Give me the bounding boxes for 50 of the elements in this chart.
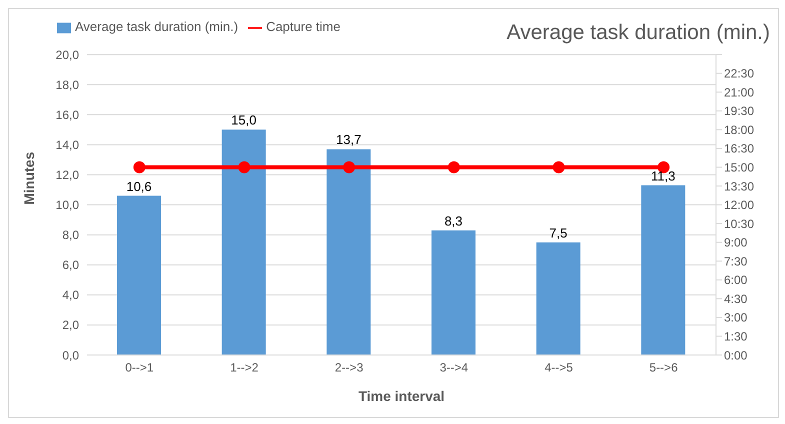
y-tick-label: 2,0 — [62, 318, 80, 332]
y-tick-label: 10,0 — [56, 198, 80, 212]
x-tick-label: 5-->6 — [649, 360, 678, 375]
y2-tick-label: 18:00 — [724, 122, 754, 137]
bar — [641, 185, 686, 355]
y2-tick-label: 16:30 — [724, 142, 754, 156]
bar — [536, 242, 580, 355]
x-axis-title: Time interval — [358, 388, 445, 404]
y-tick-label: 18,0 — [56, 78, 80, 92]
bar — [222, 130, 266, 355]
x-tick-label: 2-->3 — [334, 360, 364, 375]
y-tick-label: 8,0 — [62, 228, 80, 242]
bar — [117, 196, 161, 355]
y2-tick-label: 9:00 — [724, 236, 748, 250]
y2-tick-label: 12:00 — [724, 198, 754, 212]
chart-title: Average task duration (min.) — [506, 21, 770, 45]
y-axis-title: Minutes — [20, 152, 37, 205]
y2-tick-label: 22:30 — [724, 66, 754, 81]
y2-tick-label: 4:30 — [724, 292, 748, 306]
y2-tick-label: 1:30 — [724, 329, 748, 344]
y-tick-label: 14,0 — [56, 138, 80, 152]
x-tick-label: 3-->4 — [440, 360, 468, 375]
legend-label: Average task duration (min.) — [75, 19, 238, 34]
y2-tick-label: 13:30 — [724, 179, 754, 194]
x-tick-label: 4-->5 — [544, 360, 574, 375]
data-label: 13,7 — [336, 132, 362, 148]
y-tick-label: 16,0 — [56, 108, 80, 122]
y-tick-label: 0,0 — [62, 348, 80, 362]
data-label: 7,5 — [549, 225, 568, 240]
y2-tick-label: 21:00 — [724, 85, 754, 100]
data-label: 8,3 — [444, 213, 463, 228]
data-label: 10,6 — [126, 178, 152, 194]
y2-tick-label: 3:00 — [724, 310, 748, 325]
data-label: 11,3 — [650, 168, 676, 184]
y-tick-label: 4,0 — [62, 288, 80, 302]
x-tick-label: 1-->2 — [230, 360, 259, 375]
y-tick-label: 6,0 — [62, 258, 80, 272]
data-label: 15,0 — [231, 112, 256, 128]
y2-tick-label: 0:00 — [724, 348, 748, 362]
bar — [326, 149, 371, 355]
bar — [432, 230, 476, 355]
y2-tick-label: 15:00 — [724, 160, 754, 174]
y2-tick-label: 19:30 — [724, 104, 754, 118]
y-tick-label: 12,0 — [56, 168, 80, 182]
y2-tick-label: 6:00 — [724, 273, 748, 288]
y2-tick-label: 7:30 — [724, 254, 748, 268]
y-tick-label: 20,0 — [56, 48, 80, 62]
y2-tick-label: 10:30 — [724, 216, 754, 231]
legend-label: Capture time — [266, 19, 340, 34]
x-tick-label: 0-->1 — [125, 360, 154, 375]
